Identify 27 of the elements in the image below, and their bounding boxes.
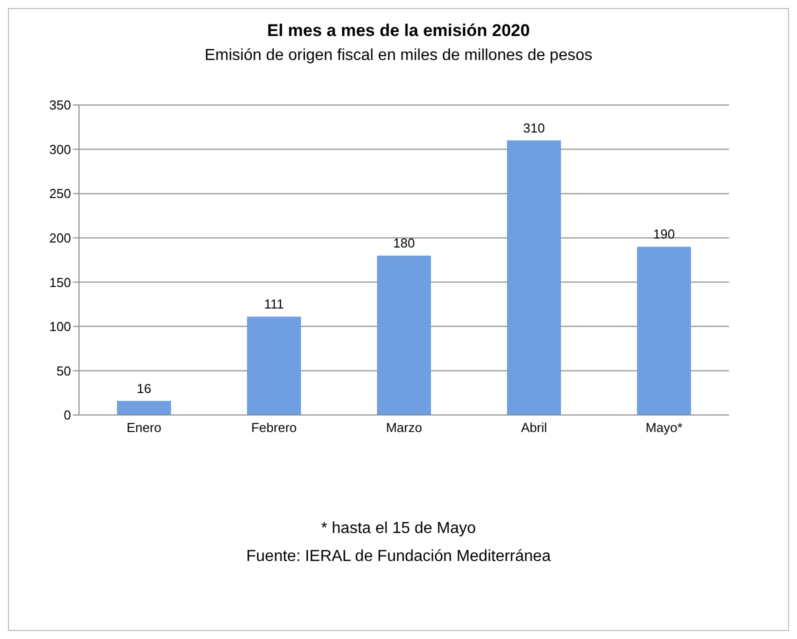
y-tick-label: 0 [64,408,71,423]
x-tick-label: Febrero [251,420,297,436]
y-tick-label: 200 [49,230,71,246]
bar [377,256,431,415]
data-label: 180 [393,236,415,251]
y-tick-label: 300 [49,142,71,157]
bar [117,400,171,415]
x-tick-label: Enero [126,420,162,436]
source-note: Fuente: IERAL de Fundación Mediterránea [245,547,552,567]
y-tick-label: 100 [49,319,71,334]
text: * hasta el 15 de Mayo [320,519,477,539]
chart-title: El mes a mes de la emisión 2020 [266,21,531,41]
bar [637,246,691,415]
x-tick-label: Marzo [386,420,422,436]
y-tick-label: 50 [56,363,71,378]
bar [247,316,301,415]
data-label: 111 [264,296,284,312]
x-tick-label: Mayo* [646,420,682,436]
chart-subtitle: Emisión de origen fiscal en miles de millones de pesos [204,47,594,65]
data-label: 190 [653,226,675,242]
data-label: 310 [523,120,545,136]
bar [507,140,561,415]
x-tick-label: Abril [520,420,548,436]
data-label: 16 [136,380,152,396]
y-tick-label: 250 [49,186,71,202]
y-tick-label: 350 [49,98,71,113]
y-tick-label: 150 [49,274,71,290]
